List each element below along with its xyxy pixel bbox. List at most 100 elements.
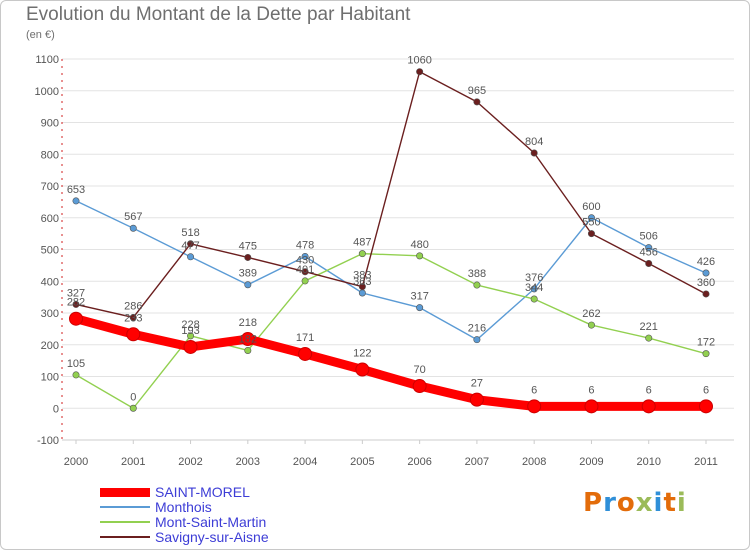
x-tick-label: 2008	[522, 456, 546, 468]
logo-letter: r	[603, 488, 617, 518]
data-point	[69, 311, 83, 326]
series-line	[75, 70, 707, 319]
logo-letter: i	[653, 488, 664, 518]
data-label: 376	[525, 272, 543, 284]
data-label: 233	[124, 312, 142, 324]
data-label: 262	[582, 308, 600, 320]
data-point	[301, 268, 309, 276]
data-point	[244, 346, 252, 354]
data-label: 6	[588, 384, 594, 396]
y-tick-label: 200	[41, 340, 59, 352]
data-label: 286	[124, 300, 142, 312]
data-point	[244, 253, 252, 261]
data-point	[298, 346, 313, 361]
data-point	[473, 336, 481, 344]
y-tick-label: -100	[37, 435, 59, 447]
data-label: 475	[239, 240, 257, 252]
x-tick-label: 2001	[121, 456, 145, 468]
data-label: 965	[468, 85, 486, 97]
data-label: 70	[414, 364, 426, 376]
legend-swatch	[100, 488, 150, 497]
data-point	[702, 350, 710, 358]
data-label: 487	[353, 237, 371, 249]
data-point	[416, 252, 424, 260]
data-label: 6	[703, 384, 709, 396]
data-point	[129, 313, 137, 321]
series-line	[75, 200, 707, 341]
data-point	[473, 98, 481, 106]
data-label: 0	[130, 391, 136, 403]
data-point	[702, 290, 710, 298]
data-point	[527, 399, 542, 414]
data-label: 804	[525, 136, 543, 148]
data-point	[416, 68, 424, 76]
x-tick-label: 2000	[64, 456, 88, 468]
logo-letter: t	[663, 488, 677, 518]
x-tick-label: 2004	[293, 456, 317, 468]
data-point	[72, 300, 80, 308]
x-tick-label: 2009	[579, 456, 603, 468]
data-label: 653	[67, 184, 85, 196]
data-label: 477	[181, 240, 199, 252]
legend-label: Monthois	[155, 499, 212, 515]
data-label: 383	[353, 270, 371, 282]
data-point	[183, 339, 198, 354]
legend-swatch	[100, 536, 150, 538]
data-label: 426	[697, 256, 715, 268]
data-point	[645, 334, 653, 342]
data-point	[412, 379, 427, 394]
data-label: 228	[181, 319, 199, 331]
data-label: 456	[640, 246, 658, 258]
legend-swatch	[100, 521, 150, 523]
logo-letter: x	[635, 488, 654, 518]
data-label: 567	[124, 211, 142, 223]
data-point	[129, 404, 137, 412]
data-label: 171	[296, 332, 314, 344]
y-tick-label: 400	[41, 276, 59, 288]
data-label: 282	[67, 297, 85, 309]
chart-title: Evolution du Montant de la Dette par Hab…	[26, 4, 411, 25]
y-tick-label: 1100	[35, 54, 59, 66]
data-point	[355, 362, 370, 377]
data-label: 344	[525, 282, 543, 294]
data-point	[645, 259, 653, 267]
data-point	[699, 399, 713, 414]
x-tick-label: 2005	[350, 456, 374, 468]
data-point	[72, 197, 80, 205]
data-label: 600	[582, 201, 600, 213]
data-point	[641, 399, 656, 414]
data-point	[358, 283, 366, 291]
logo-letter: i	[676, 488, 687, 518]
y-tick-label: 0	[53, 403, 59, 415]
data-point	[72, 371, 80, 379]
data-label: 317	[410, 291, 428, 303]
data-point	[187, 240, 195, 248]
data-label: 221	[640, 321, 658, 333]
series-line	[75, 252, 707, 409]
data-point	[358, 250, 366, 258]
y-tick-label: 300	[41, 308, 59, 320]
x-tick-label: 2011	[694, 456, 718, 468]
data-label: 480	[410, 239, 428, 251]
data-point	[416, 304, 424, 312]
y-tick-label: 700	[41, 181, 59, 193]
data-point	[530, 295, 538, 303]
data-label: 218	[239, 317, 257, 329]
data-point	[358, 289, 366, 297]
data-label: 105	[67, 358, 85, 370]
data-point	[587, 321, 595, 329]
y-tick-label: 500	[41, 245, 59, 257]
series-line	[71, 314, 711, 411]
x-tick-label: 2006	[407, 456, 431, 468]
data-point	[530, 285, 538, 293]
y-tick-label: 100	[41, 372, 59, 384]
data-point	[126, 327, 141, 342]
y-tick-label: 1000	[35, 86, 59, 98]
data-label: 122	[353, 348, 371, 360]
legend-label: Savigny-sur-Aisne	[155, 529, 269, 545]
x-tick-label: 2003	[236, 456, 260, 468]
data-point	[530, 149, 538, 157]
data-label: 6	[646, 384, 652, 396]
